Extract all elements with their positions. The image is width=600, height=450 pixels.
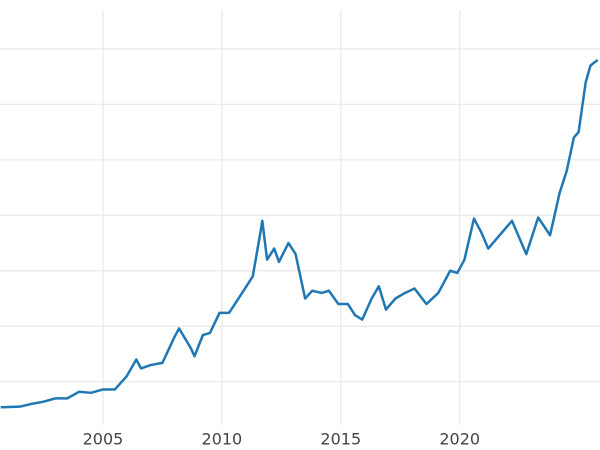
x-tick-label: 2020 [439,430,480,449]
x-tick-label: 2015 [320,430,361,449]
x-tick-label: 2010 [202,430,243,449]
x-tick-label: 2005 [83,430,124,449]
line [0,58,599,409]
